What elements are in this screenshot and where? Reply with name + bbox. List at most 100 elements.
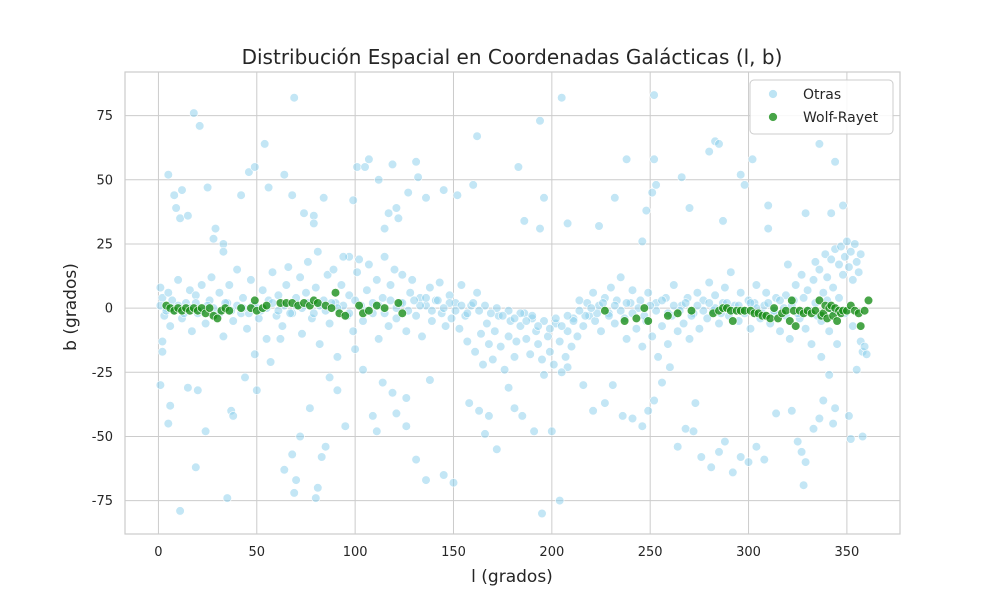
otras-point (627, 285, 638, 295)
y-axis-label: b (grados) (61, 263, 81, 351)
otras-point (155, 283, 165, 293)
otras-point (336, 280, 347, 290)
otras-point (415, 301, 425, 311)
legend-marker-otras (768, 89, 778, 99)
otras-point (673, 326, 683, 336)
otras-point (560, 352, 571, 362)
otras-point (344, 290, 354, 300)
otras-point (736, 170, 746, 180)
otras-point (175, 506, 185, 516)
otras-point (504, 331, 514, 342)
otras-point (295, 272, 305, 282)
otras-point (468, 180, 478, 190)
otras-point (836, 241, 846, 252)
otras-point (688, 426, 699, 436)
otras-point (743, 457, 754, 467)
otras-point (177, 185, 187, 195)
otras-point (350, 344, 360, 354)
wolf-rayet-point (832, 316, 842, 326)
otras-point (787, 406, 797, 416)
wolf-rayet-point (863, 295, 874, 306)
otras-point (535, 224, 545, 234)
otras-point (852, 365, 862, 375)
x-tick-label: 350 (834, 545, 859, 560)
otras-point (547, 426, 557, 436)
otras-point (417, 331, 427, 342)
otras-point (517, 411, 527, 421)
otras-point (289, 488, 299, 498)
otras-point (228, 316, 238, 326)
wolf-rayet-point (791, 321, 801, 331)
otras-point (824, 370, 834, 380)
otras-point (751, 280, 762, 290)
otras-point (238, 293, 248, 303)
otras-point (710, 290, 720, 300)
otras-point (157, 347, 167, 357)
otras-point (594, 221, 604, 231)
otras-point (854, 267, 864, 277)
otras-point (165, 401, 175, 411)
otras-point (763, 200, 773, 211)
chart-title: Distribución Espacial en Coordenadas Gal… (242, 45, 783, 69)
otras-point (266, 357, 276, 367)
otras-point (260, 139, 270, 149)
otras-point (846, 247, 856, 257)
otras-point (332, 385, 343, 395)
otras-point (704, 298, 714, 308)
otras-point (665, 362, 675, 372)
otras-point (189, 108, 199, 118)
otras-point (539, 193, 549, 203)
otras-point (509, 352, 520, 362)
otras-point (726, 267, 736, 277)
otras-point (435, 277, 445, 288)
otras-point (533, 321, 543, 331)
otras-point (677, 172, 687, 182)
otras-point (191, 290, 201, 300)
otras-point (445, 290, 455, 300)
series-wolf-rayet (161, 288, 874, 331)
otras-point (183, 211, 193, 221)
otras-point (551, 313, 561, 324)
otras-point (822, 272, 832, 282)
wolf-rayet-point (728, 316, 738, 326)
otras-point (800, 457, 811, 467)
otras-point (464, 398, 474, 408)
otras-point (828, 283, 838, 293)
otras-point (745, 324, 756, 334)
otras-point (802, 285, 813, 295)
otras-point (285, 308, 295, 318)
otras-point (173, 275, 183, 285)
wolf-rayet-point (205, 303, 215, 313)
otras-point (317, 452, 327, 462)
wolf-rayet-point (313, 298, 323, 308)
wolf-rayet-point (380, 303, 390, 313)
otras-point (456, 280, 467, 290)
otras-point (413, 172, 423, 182)
otras-point (533, 339, 543, 349)
otras-point (474, 406, 484, 416)
otras-point (519, 216, 529, 226)
otras-point (468, 298, 478, 308)
otras-point (832, 339, 842, 349)
otras-point (411, 455, 421, 465)
x-tick-label: 300 (736, 545, 761, 560)
otras-point (456, 301, 467, 311)
otras-point (311, 283, 321, 293)
otras-point (401, 326, 411, 336)
otras-point (421, 193, 431, 203)
otras-point (637, 236, 647, 246)
otras-point (277, 321, 288, 331)
otras-point (287, 449, 297, 460)
otras-point (692, 288, 703, 298)
otras-point (500, 365, 510, 375)
otras-point (195, 121, 205, 131)
otras-point (303, 257, 313, 267)
otras-point (409, 295, 419, 306)
otras-point (509, 403, 520, 413)
wolf-rayet-point (600, 306, 610, 316)
otras-point (305, 403, 315, 413)
otras-point (673, 442, 683, 452)
otras-point (323, 270, 333, 280)
otras-point (264, 182, 274, 193)
